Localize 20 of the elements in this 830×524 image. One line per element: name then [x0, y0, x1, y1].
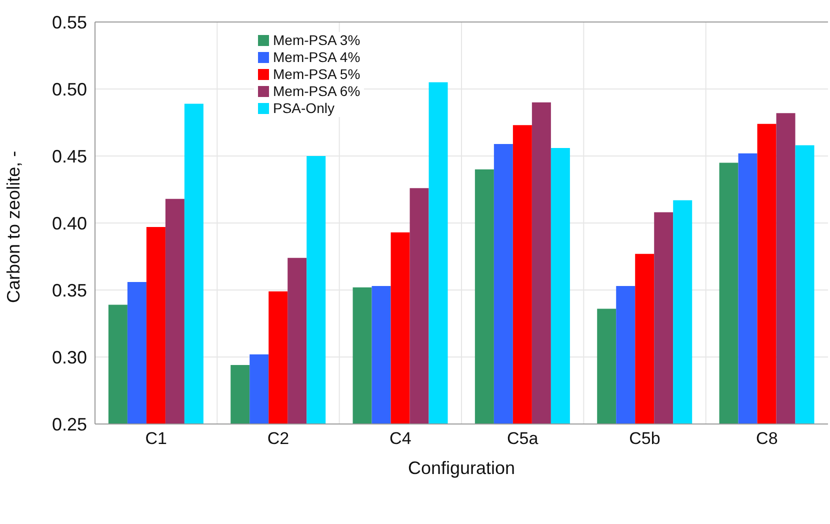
legend-label: Mem-PSA 4% — [273, 49, 360, 66]
x-tick-label: C8 — [756, 429, 778, 448]
legend-label: Mem-PSA 6% — [273, 83, 360, 100]
y-tick-label: 0.35 — [52, 280, 87, 300]
y-tick-label: 0.25 — [52, 414, 87, 434]
y-tick-label: 0.40 — [52, 213, 87, 234]
x-tick-label: C5a — [506, 429, 539, 448]
y-tick-label: 0.45 — [52, 146, 87, 166]
y-tick-label: 0.50 — [52, 79, 87, 100]
x-tick-label: C4 — [390, 429, 412, 448]
y-tick-label: 0.55 — [52, 12, 87, 32]
x-axis-title: Configuration — [408, 458, 516, 478]
y-tick-label: 0.30 — [52, 347, 87, 368]
x-tick-label: C1 — [145, 429, 167, 448]
x-tick-label: C5b — [629, 429, 660, 448]
legend-label: Mem-PSA 3% — [273, 32, 360, 49]
y-axis-title: Carbon to zeolite, - — [3, 150, 24, 303]
x-tick-label: C2 — [267, 429, 290, 448]
legend-label: Mem-PSA 5% — [273, 66, 360, 83]
legend-label: PSA-Only — [273, 100, 334, 117]
